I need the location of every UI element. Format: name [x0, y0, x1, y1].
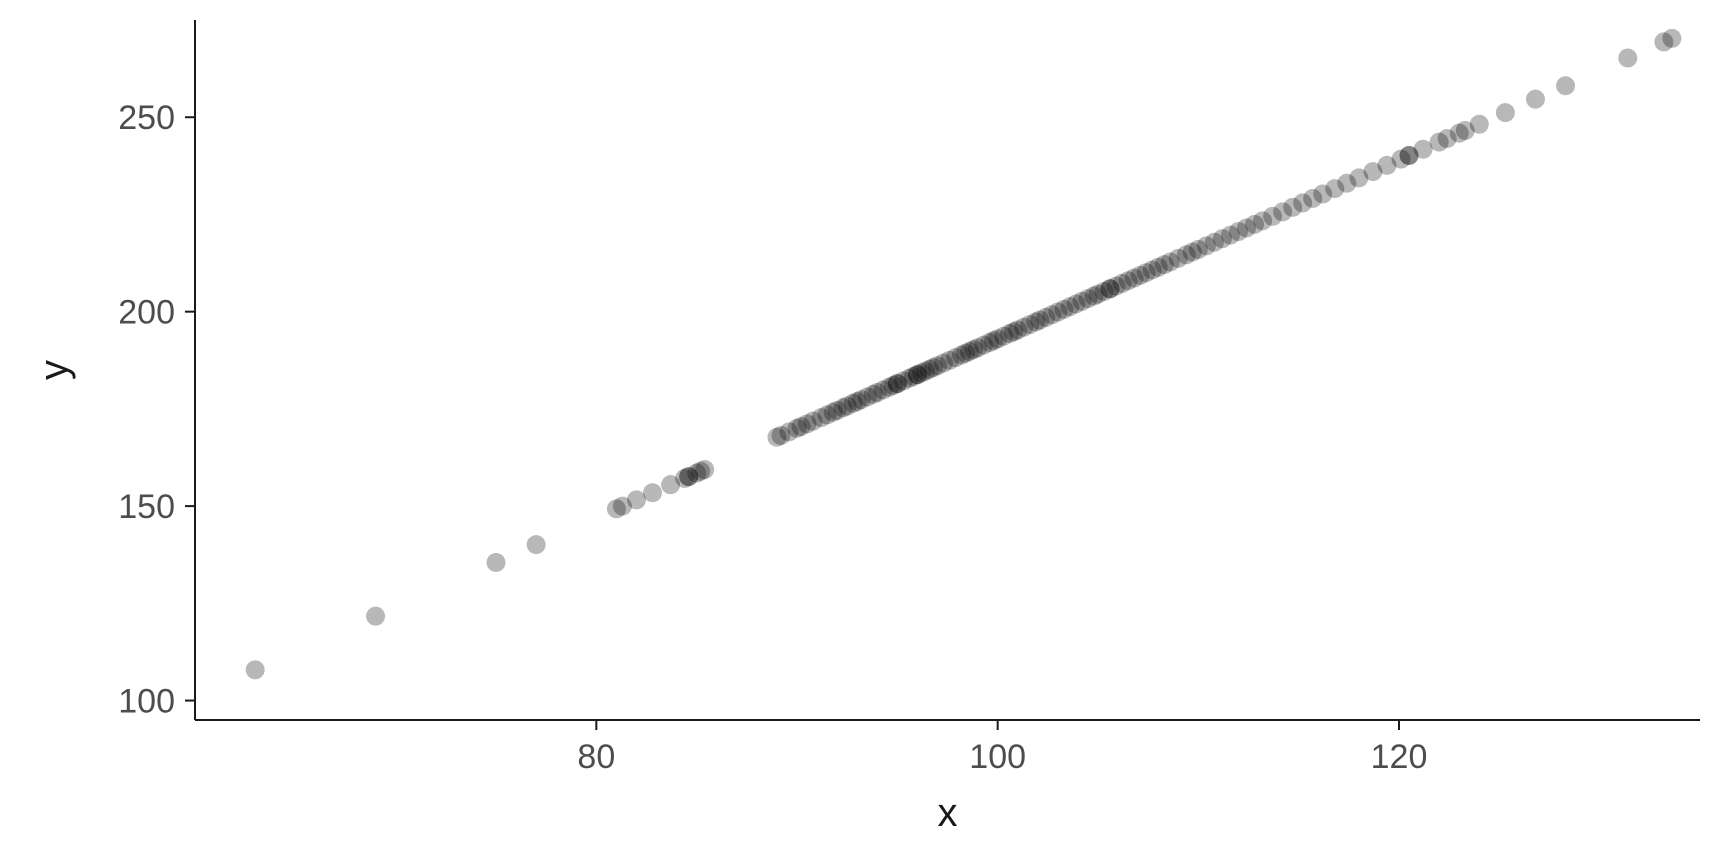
- y-tick-label: 100: [118, 682, 175, 720]
- scatter-chart: 80 100 120 100 150 200 250 x y: [0, 0, 1728, 864]
- data-point: [246, 660, 265, 679]
- x-axis-label: x: [938, 791, 958, 835]
- data-point: [366, 607, 385, 626]
- data-point: [487, 553, 506, 572]
- data-point: [1526, 90, 1545, 109]
- data-point: [643, 483, 662, 502]
- data-point: [1662, 29, 1681, 48]
- data-point: [1556, 76, 1575, 95]
- data-point: [695, 460, 714, 479]
- data-point: [1618, 49, 1637, 68]
- data-point: [527, 535, 546, 554]
- y-tick-label: 200: [118, 294, 175, 332]
- x-tick-label: 80: [577, 738, 615, 776]
- y-tick-label: 250: [118, 99, 175, 137]
- chart-svg: 80 100 120 100 150 200 250 x y: [0, 0, 1728, 864]
- x-tick-label: 100: [969, 738, 1026, 776]
- y-axis-label: y: [32, 360, 76, 380]
- data-point: [1496, 103, 1515, 122]
- y-tick-label: 150: [118, 488, 175, 526]
- data-point: [1470, 115, 1489, 134]
- x-tick-label: 120: [1371, 738, 1428, 776]
